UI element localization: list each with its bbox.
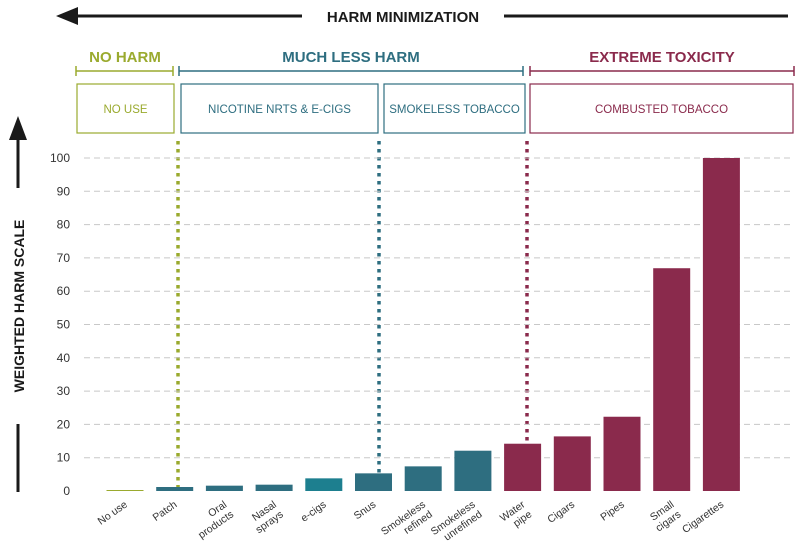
bar [305, 478, 343, 491]
x-tick-label: Smokelessunrefined [429, 499, 485, 548]
x-tick-label: Snus [352, 499, 378, 523]
bar [553, 436, 591, 491]
bar [255, 484, 293, 491]
x-tick-label: Cigars [545, 499, 577, 526]
bar [504, 443, 542, 491]
y-tick-label: 40 [57, 351, 71, 365]
x-tick-labels: No use Patch Oralproducts Nasalsprays e-cigs… [96, 498, 727, 548]
x-tick-label: Nasalsprays [247, 499, 286, 536]
x-tick-label: Pipes [598, 499, 626, 524]
gridlines [84, 157, 790, 459]
y-tick-labels: 0 10 20 30 40 50 60 70 80 90 100 [50, 151, 70, 498]
x-tick-label: No use [96, 499, 130, 528]
y-axis-title: WEIGHTED HARM SCALE [11, 220, 27, 393]
y-tick-label: 30 [57, 384, 71, 398]
bar [404, 466, 442, 491]
y-tick-label: 50 [57, 318, 71, 332]
bar [603, 416, 641, 491]
bar [653, 268, 691, 491]
box-no-use [76, 83, 175, 134]
bar [702, 158, 740, 491]
bar [454, 450, 492, 491]
bracket-no-harm [75, 66, 174, 76]
box-nicotine-nrts [180, 83, 379, 134]
group-label-much-less-harm: MUCH LESS HARM [282, 49, 420, 66]
box-smokeless-tobacco-label: SMOKELESS TOBACCO [389, 104, 520, 116]
y-tick-label: 60 [57, 284, 71, 298]
group-label-extreme-toxicity: EXTREME TOXICITY [589, 49, 735, 66]
y-tick-label: 20 [57, 417, 71, 431]
x-tick-label: Cigarettes [680, 499, 726, 536]
bars [106, 158, 740, 491]
box-no-use-label: NO USE [103, 104, 147, 116]
bar [355, 473, 392, 491]
x-tick-label: Smallcigars [647, 499, 684, 535]
y-arrow-head [9, 116, 27, 140]
y-tick-label: 70 [57, 251, 71, 265]
y-tick-label: 10 [57, 451, 71, 465]
x-tick-label: Waterpipe [498, 498, 535, 534]
box-smokeless-tobacco [383, 83, 526, 134]
y-tick-label: 0 [63, 484, 70, 498]
y-tick-label: 80 [57, 218, 71, 232]
box-combusted-tobacco-label: COMBUSTED TOBACCO [595, 104, 728, 116]
bracket-much-less-harm [178, 66, 524, 76]
top-arrow-label: HARM MINIMIZATION [327, 9, 479, 26]
bar [106, 490, 144, 491]
group-label-no-harm: NO HARM [89, 49, 161, 66]
bar [205, 485, 243, 491]
x-tick-label: e-cigs [299, 499, 329, 525]
bracket-extreme-toxicity [529, 66, 795, 76]
x-tick-label: Smokelessrefined [379, 499, 435, 548]
box-combusted-tobacco [529, 83, 794, 134]
bar [156, 487, 194, 491]
y-tick-label: 100 [50, 151, 70, 165]
x-tick-label: Patch [151, 499, 180, 524]
x-tick-label: Oralproducts [189, 499, 236, 542]
box-nicotine-nrts-label: NICOTINE NRTS & E-CIGS [208, 104, 351, 116]
y-tick-label: 90 [57, 184, 71, 198]
top-arrow-head [56, 7, 78, 25]
